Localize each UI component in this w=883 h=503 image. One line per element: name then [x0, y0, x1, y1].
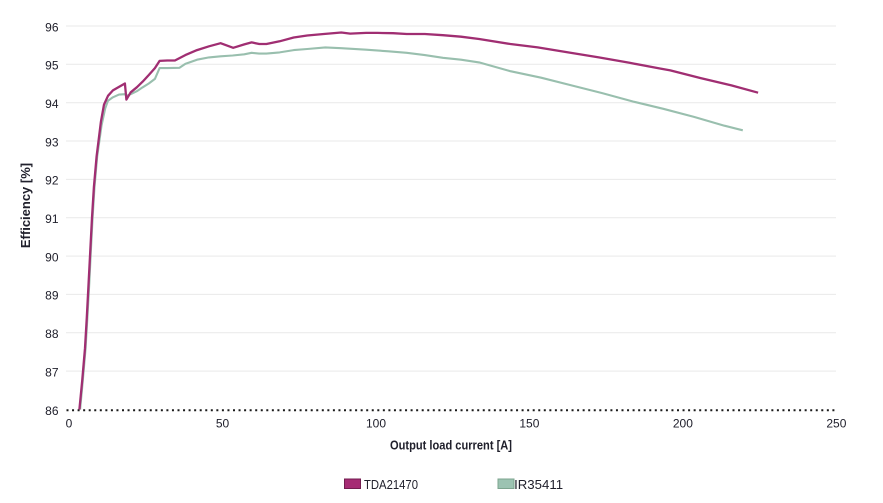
svg-text:200: 200 [673, 417, 693, 431]
svg-text:87: 87 [45, 365, 59, 379]
svg-text:0: 0 [66, 417, 73, 431]
svg-text:93: 93 [45, 135, 59, 149]
svg-text:Output load current [A]: Output load current [A] [390, 438, 512, 453]
svg-text:150: 150 [519, 417, 539, 431]
svg-text:90: 90 [45, 250, 59, 264]
svg-text:88: 88 [45, 327, 59, 341]
svg-text:96: 96 [45, 20, 59, 34]
svg-text:94: 94 [45, 97, 59, 111]
svg-text:50: 50 [216, 417, 230, 431]
svg-text:100: 100 [366, 417, 386, 431]
svg-text:89: 89 [45, 289, 59, 303]
svg-text:86: 86 [45, 404, 59, 418]
svg-text:92: 92 [45, 174, 59, 188]
svg-text:250: 250 [826, 417, 846, 431]
svg-text:Efficiency [%]: Efficiency [%] [18, 163, 33, 248]
svg-text:91: 91 [45, 212, 59, 226]
svg-text:TDA21470: TDA21470 [364, 478, 418, 492]
svg-text:IR35411: IR35411 [514, 478, 563, 492]
svg-text:95: 95 [45, 59, 59, 73]
